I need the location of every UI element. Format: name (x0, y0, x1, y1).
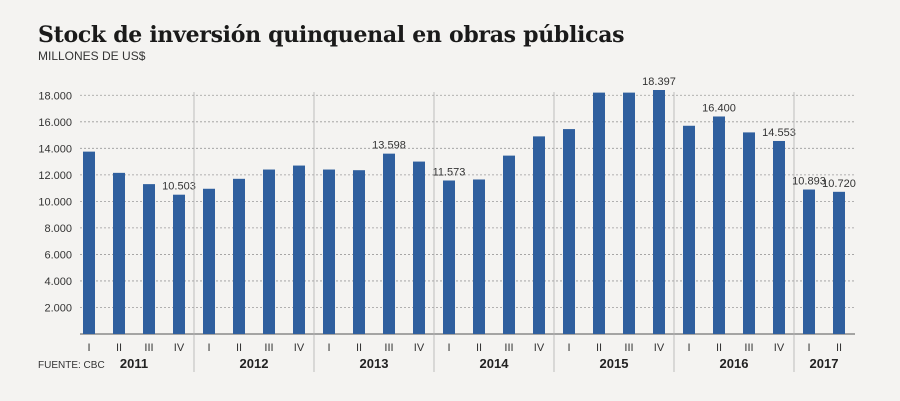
year-label: 2011 (120, 356, 148, 371)
bar (383, 153, 395, 334)
data-label: 14.553 (762, 127, 796, 139)
data-label: 10.893 (792, 176, 826, 188)
chart-subtitle: MILLONES DE US$ (38, 49, 146, 63)
x-tick-label: III (504, 342, 513, 354)
chart-title: Stock de inversión quinquenal en obras p… (38, 22, 625, 48)
x-tick-label: IV (534, 342, 545, 354)
bar (533, 136, 545, 334)
bar (503, 155, 515, 334)
bar (353, 170, 365, 334)
chart-source: FUENTE: CBC (38, 360, 105, 371)
data-label: 10.503 (162, 181, 196, 193)
bar (653, 89, 665, 334)
x-tick-label: I (447, 342, 450, 354)
year-label: 2014 (480, 356, 510, 371)
bar (713, 116, 725, 334)
x-tick-label: IV (774, 342, 785, 354)
x-tick-label: III (264, 342, 273, 354)
x-tick-label: II (716, 342, 722, 354)
bar (593, 92, 605, 334)
year-label: 2016 (720, 356, 749, 371)
x-tick-label: I (207, 342, 210, 354)
data-label: 11.573 (433, 167, 466, 179)
x-tick-label: IV (294, 342, 305, 354)
bar (143, 184, 155, 334)
y-tick-label: 8.000 (44, 223, 72, 235)
bar (263, 169, 275, 334)
data-label: 18.397 (642, 76, 676, 88)
year-label: 2012 (240, 356, 269, 371)
x-tick-label: I (87, 342, 90, 354)
bar (803, 189, 815, 334)
year-label: 2015 (600, 356, 629, 371)
bar (623, 92, 635, 334)
bar (233, 178, 245, 334)
x-tick-label: II (836, 342, 842, 354)
x-tick-label: I (567, 342, 570, 354)
year-label: 2013 (360, 356, 389, 371)
x-tick-label: IV (414, 342, 425, 354)
x-tick-label: III (144, 342, 153, 354)
bar (323, 169, 335, 334)
x-tick-label: II (236, 342, 242, 354)
bar (833, 191, 845, 334)
data-label: 13.598 (372, 140, 406, 152)
x-tick-label: III (744, 342, 753, 354)
y-tick-label: 4.000 (44, 276, 72, 288)
x-tick-label: I (327, 342, 330, 354)
x-tick-label: II (596, 342, 602, 354)
bar (743, 132, 755, 334)
y-tick-label: 12.000 (38, 170, 72, 182)
x-tick-label: II (116, 342, 122, 354)
x-tick-label: III (624, 342, 633, 354)
y-tick-label: 14.000 (38, 143, 72, 155)
x-tick-label: II (476, 342, 482, 354)
bar (683, 125, 695, 334)
x-tick-label: I (807, 342, 810, 354)
y-tick-label: 18.000 (38, 90, 72, 102)
year-label: 2017 (810, 356, 839, 371)
bar (293, 165, 305, 334)
bar (203, 188, 215, 334)
bar (443, 180, 455, 334)
x-tick-label: IV (174, 342, 185, 354)
y-tick-label: 6.000 (44, 249, 72, 261)
x-tick-label: III (384, 342, 393, 354)
data-label: 10.720 (822, 178, 856, 190)
y-tick-label: 2.000 (44, 302, 72, 314)
x-tick-label: II (356, 342, 362, 354)
bar (563, 129, 575, 334)
bar (113, 172, 125, 334)
x-tick-label: I (687, 342, 690, 354)
bar (473, 179, 485, 334)
y-tick-label: 10.000 (38, 196, 72, 208)
bar (413, 161, 425, 334)
bar (173, 194, 185, 334)
bar (773, 140, 785, 334)
data-label: 16.400 (702, 102, 736, 114)
x-tick-label: IV (654, 342, 665, 354)
y-tick-label: 16.000 (38, 117, 72, 129)
bar (83, 151, 95, 334)
